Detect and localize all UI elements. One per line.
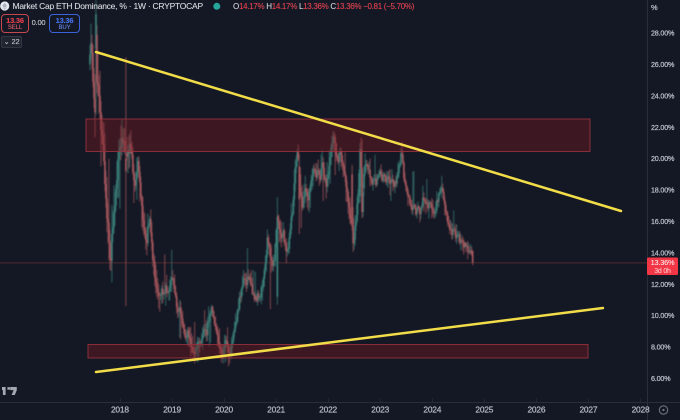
svg-text:6.00%: 6.00%	[651, 374, 671, 383]
svg-text:2021: 2021	[267, 405, 285, 415]
svg-text:2026: 2026	[527, 405, 545, 415]
svg-text:28.00%: 28.00%	[651, 29, 675, 38]
svg-text:3d 0h: 3d 0h	[654, 268, 671, 275]
svg-text:2020: 2020	[215, 405, 233, 415]
svg-text:2024: 2024	[423, 405, 441, 415]
svg-text:14.00%: 14.00%	[651, 248, 675, 257]
svg-text:26.00%: 26.00%	[651, 60, 675, 69]
svg-text:12.00%: 12.00%	[651, 280, 675, 289]
svg-text:2018: 2018	[111, 405, 129, 415]
svg-text:16.00%: 16.00%	[651, 217, 675, 226]
svg-text:13.36%: 13.36%	[651, 258, 675, 267]
svg-text:2022: 2022	[319, 405, 337, 415]
svg-text:2028: 2028	[632, 405, 650, 415]
svg-text:24.00%: 24.00%	[651, 91, 675, 100]
svg-text:10.00%: 10.00%	[651, 311, 675, 320]
svg-text:20.00%: 20.00%	[651, 154, 675, 163]
svg-text:%: %	[651, 3, 658, 12]
svg-text:22.00%: 22.00%	[651, 123, 675, 132]
svg-text:2023: 2023	[371, 405, 389, 415]
svg-text:18.00%: 18.00%	[651, 186, 675, 195]
svg-text:2027: 2027	[579, 405, 597, 415]
svg-text:2025: 2025	[475, 405, 493, 415]
svg-text:8.00%: 8.00%	[651, 343, 671, 352]
svg-text:2019: 2019	[163, 405, 181, 415]
